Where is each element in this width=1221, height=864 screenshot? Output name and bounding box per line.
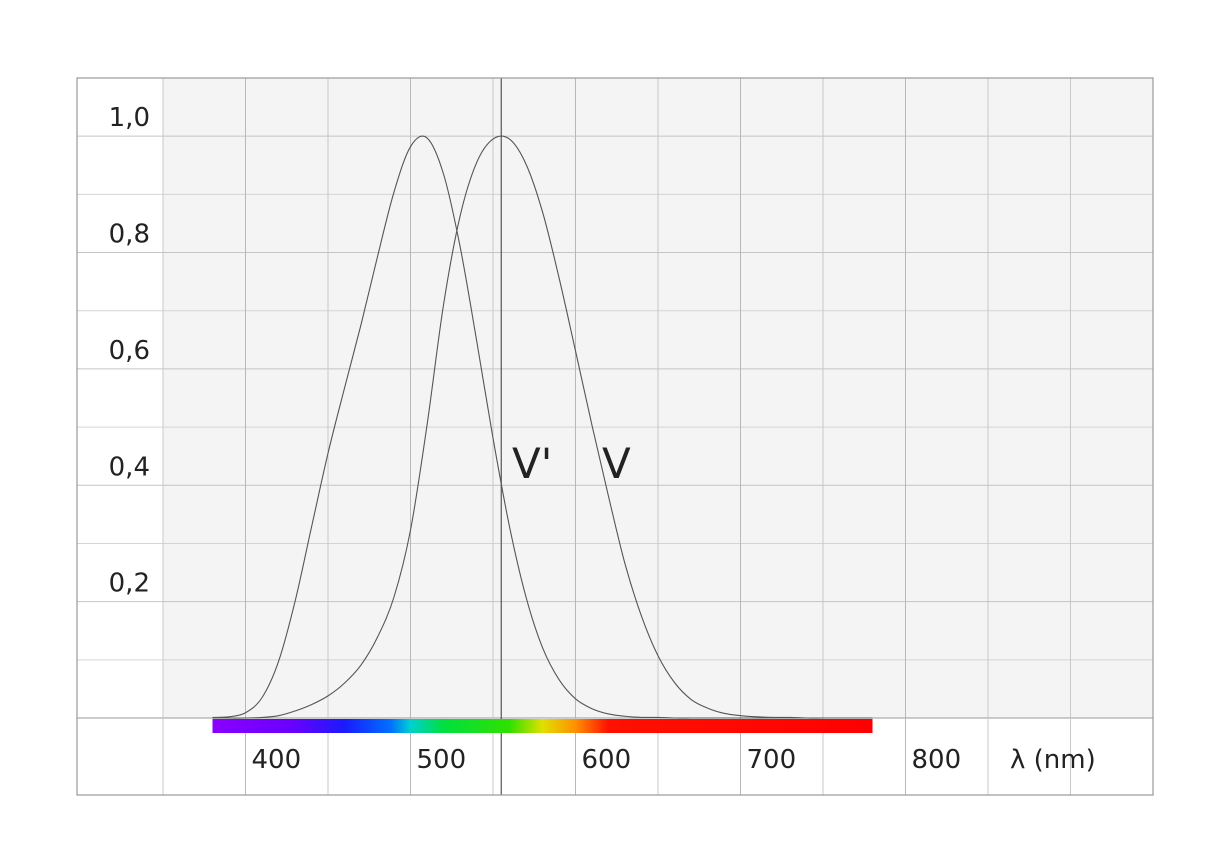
grid (77, 78, 1154, 795)
y-tick-label: 0,6 (109, 336, 150, 366)
marks: 0,2 0,4 0,6 0,8 1,0 400 500 600 700 800 V' V (109, 103, 962, 775)
x-tick-label: 400 (252, 745, 302, 775)
spectrum-bar (212, 719, 873, 733)
y-tick-label: 0,8 (109, 220, 150, 250)
curve-label: V' (512, 439, 552, 488)
x-tick-label: 700 (747, 745, 797, 775)
x-tick-label: 600 (582, 745, 632, 775)
curve (212, 135, 873, 719)
curve (212, 135, 873, 719)
x-tick-label: 500 (417, 745, 467, 775)
curve-label: V (602, 439, 631, 488)
x-tick-label: 800 (912, 745, 962, 775)
frame (76, 77, 1154, 796)
y-tick-label: 1,0 (109, 103, 150, 133)
y-tick-label: 0,4 (109, 452, 150, 482)
y-tick-label: 0,2 (109, 569, 150, 599)
x-axis-label: λ (nm) (1010, 745, 1096, 775)
